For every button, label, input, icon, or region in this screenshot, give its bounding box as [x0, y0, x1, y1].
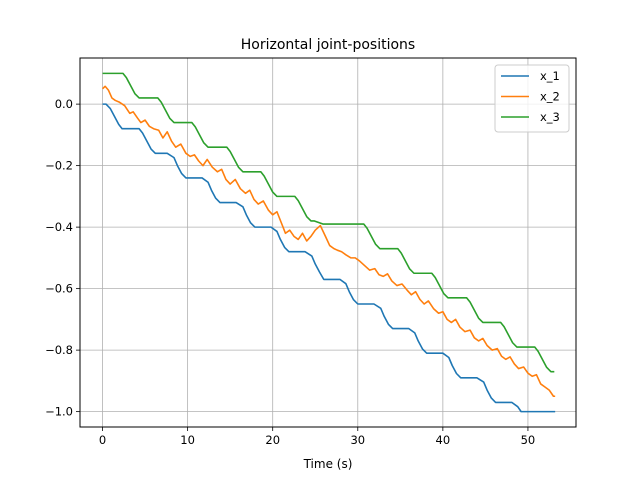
series-line-x-3	[102, 72, 555, 373]
x-tick-label: 50	[521, 433, 536, 447]
y-tick-label: −0.6	[45, 282, 73, 296]
y-tick-label: −0.8	[45, 343, 73, 357]
series-line-x-2	[101, 85, 556, 398]
legend-box	[494, 64, 570, 133]
x-tick-label: 30	[350, 433, 365, 447]
legend: x_1 x_2 x_3	[494, 64, 570, 133]
legend-label-x-1: x_1	[540, 69, 560, 83]
legend-label-x-3: x_3	[540, 110, 560, 124]
x-tick-label: 40	[436, 433, 451, 447]
y-axis: 0.0 −0.2 −0.4 −0.6 −0.8 −1.0	[45, 97, 80, 419]
series-layer	[101, 72, 556, 413]
y-tick-label: −0.4	[45, 220, 73, 234]
x-tick-label: 0	[99, 433, 106, 447]
x-axis-label: Time (s)	[303, 457, 353, 471]
x-axis: 0 10 20 30 40 50	[99, 427, 535, 447]
y-tick-label: −0.2	[45, 159, 73, 173]
chart-title: Horizontal joint-positions	[241, 37, 415, 53]
y-tick-label: 0.0	[55, 97, 73, 111]
y-tick-label: −1.0	[45, 405, 73, 419]
plot-frame	[79, 57, 577, 428]
series-line-x-1	[102, 103, 556, 413]
x-tick-label: 20	[265, 433, 280, 447]
legend-label-x-2: x_2	[540, 90, 560, 104]
x-tick-label: 10	[180, 433, 195, 447]
